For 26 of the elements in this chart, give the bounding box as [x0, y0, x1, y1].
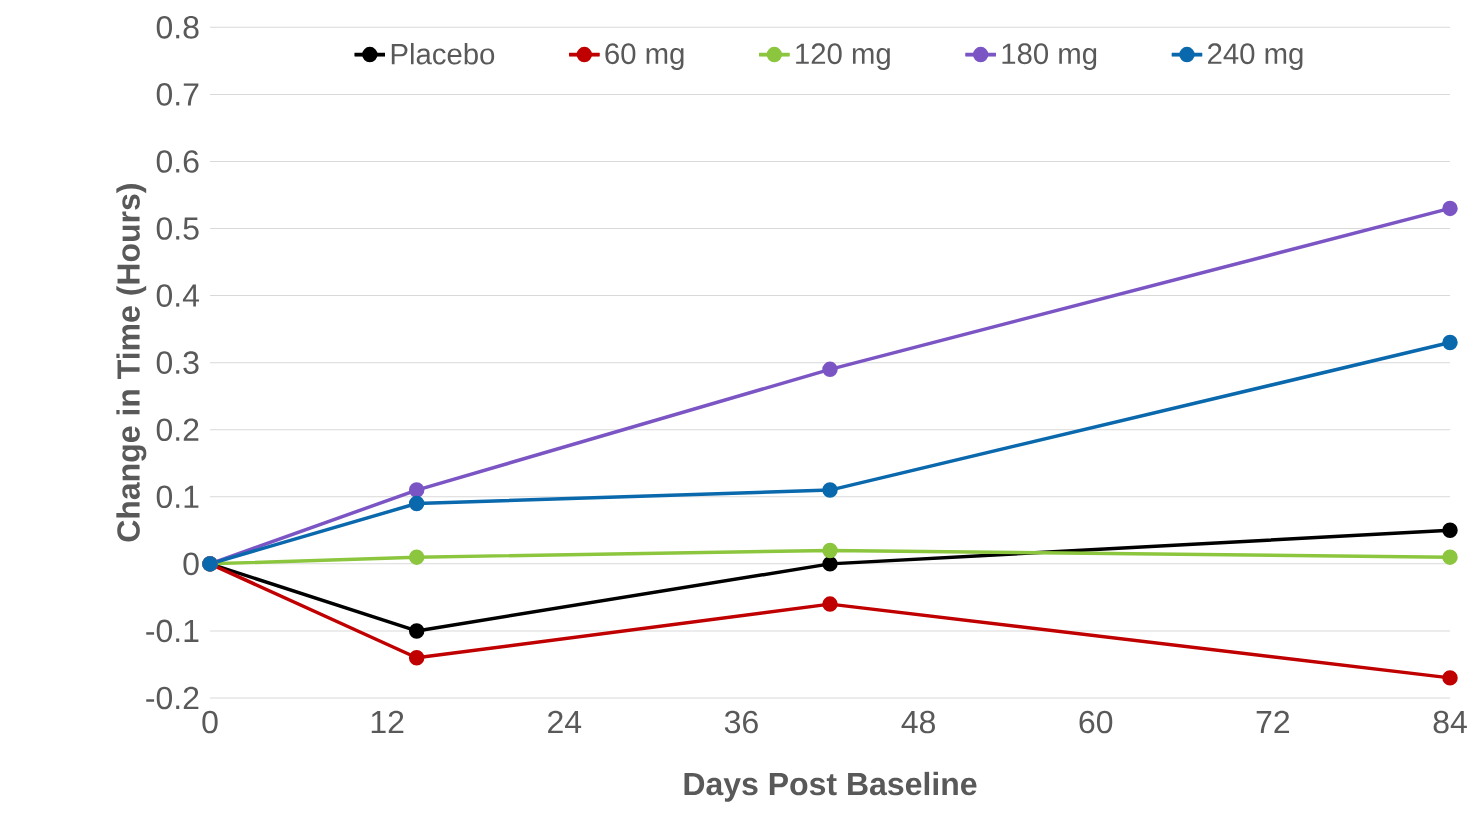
x-tick-label: 84: [1433, 710, 1467, 734]
legend-label: Placebo: [391, 42, 495, 65]
y-tick-label: 0.8: [156, 15, 199, 39]
x-tick-label: 72: [1256, 710, 1290, 733]
legend-label: 240 mg: [1208, 43, 1303, 70]
x-tick-label: 12: [371, 710, 404, 733]
y-tick-label: 0: [183, 552, 199, 576]
x-tick-label: 60: [1079, 710, 1113, 734]
x-tick-label: 24: [548, 710, 582, 733]
legend-label: 60 mg: [605, 43, 684, 70]
x-tick-label: 0: [202, 710, 218, 734]
y-tick-label: 0.1: [156, 485, 199, 508]
legend-label: 120 mg: [796, 43, 890, 70]
y-tick-label: -0.2: [146, 686, 199, 710]
y-tick-label: 0.3: [156, 351, 199, 374]
y-tick-label: 0.4: [156, 284, 200, 307]
y-tick-label: 0.2: [156, 418, 199, 441]
x-axis-title: Days Post Baseline: [684, 771, 977, 802]
x-tick-label: 48: [901, 710, 935, 734]
y-tick-label: 0.6: [156, 149, 199, 173]
y-tick-label: 0.5: [156, 217, 199, 240]
y-axis-title: Change in Time (Hours): [116, 183, 147, 542]
y-tick-label: -0.1: [146, 619, 199, 643]
legend-label: 180 mg: [1002, 43, 1097, 70]
x-tick-label: 36: [724, 710, 758, 734]
y-tick-label: 0.7: [156, 82, 199, 106]
